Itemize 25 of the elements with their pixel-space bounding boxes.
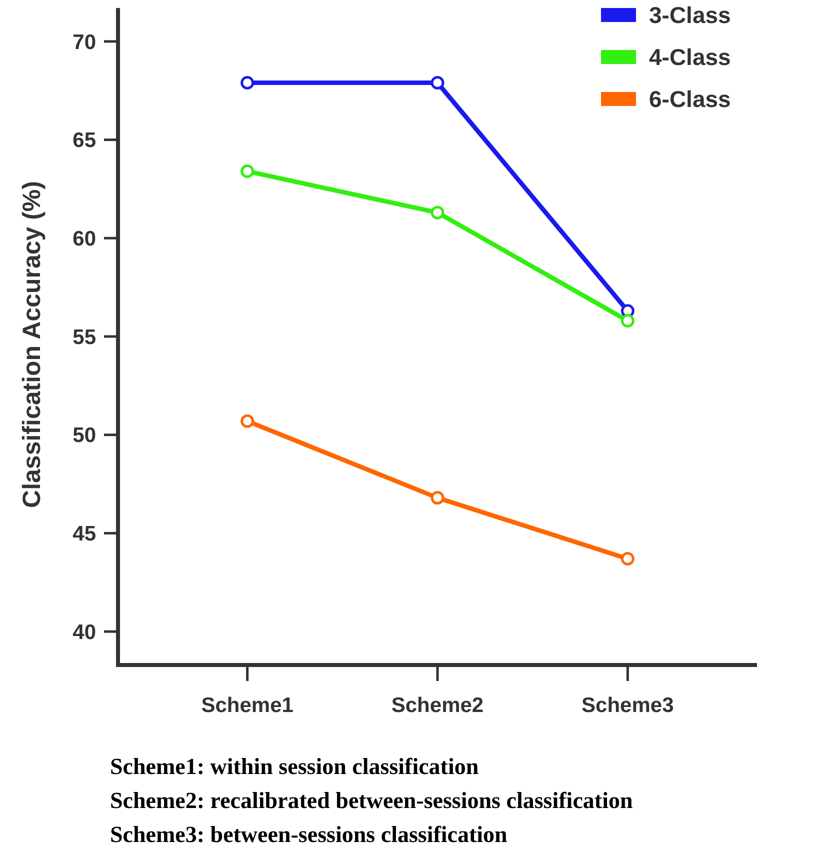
point — [240, 414, 254, 428]
y-tick-label: 40 — [72, 620, 96, 644]
point — [430, 76, 444, 90]
y-tick-label: 70 — [72, 30, 96, 54]
text: Scheme2: recalibrated between-sessions classification — [110, 788, 633, 813]
x-tick-label: Scheme1 — [201, 694, 294, 717]
point — [430, 206, 444, 220]
legend-label: 6-Class — [649, 86, 731, 112]
point — [240, 76, 254, 90]
y-tick-label: 65 — [72, 129, 96, 152]
legend-label: 4-Class — [649, 44, 731, 70]
point — [620, 552, 634, 566]
y-axis-title: Classification Accuracy (%) — [18, 181, 46, 508]
y-tick-label: 50 — [72, 424, 96, 448]
x-tick-label: Scheme2 — [391, 694, 484, 717]
y-tick-label: 55 — [72, 326, 96, 349]
legend-label: 3-Class — [649, 2, 731, 28]
y-tick-label: 45 — [72, 522, 96, 546]
x-tick-label: Scheme3 — [582, 694, 674, 717]
point — [620, 314, 634, 328]
y-tick-label: 60 — [72, 227, 96, 250]
text: Scheme1: within session classification — [110, 754, 479, 779]
point — [430, 491, 444, 505]
text: Scheme3: between-sessions classification — [110, 822, 508, 847]
point — [240, 164, 254, 178]
